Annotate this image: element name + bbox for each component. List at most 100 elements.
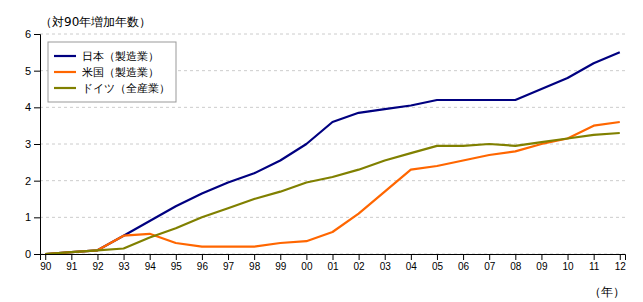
x-tick-label: 97 <box>223 261 235 272</box>
y-tick-mark <box>34 217 40 218</box>
y-tick: 4 <box>25 101 40 113</box>
x-tick-label: 90 <box>40 261 52 272</box>
x-axis-title: （年） <box>589 285 625 299</box>
x-tick-label: 07 <box>484 261 496 272</box>
x-tick-mark <box>71 254 72 260</box>
x-tick-label: 95 <box>171 261 183 272</box>
x-axis: 90 91 92 93 94 95 96 97 98 99 00 01 02 03 04 05 06 07 08 09… <box>40 254 626 272</box>
x-tick-mark <box>385 254 386 260</box>
x-tick: 12 <box>615 254 627 272</box>
x-tick-label: 01 <box>327 261 339 272</box>
grid-line <box>40 180 625 181</box>
y-tick-mark <box>34 144 40 145</box>
x-tick-mark <box>463 254 464 260</box>
x-tick-mark <box>124 254 125 260</box>
x-tick-mark <box>45 254 46 260</box>
x-tick-mark <box>541 254 542 260</box>
x-tick-mark <box>176 254 177 260</box>
y-tick: 3 <box>25 138 40 150</box>
x-tick-mark <box>489 254 490 260</box>
x-tick-mark <box>515 254 516 260</box>
x-tick-mark <box>333 254 334 260</box>
x-tick-mark <box>411 254 412 260</box>
x-tick: 02 <box>354 254 366 272</box>
lines <box>45 52 620 254</box>
x-tick: 01 <box>327 254 339 272</box>
x-tick-label: 96 <box>197 261 209 272</box>
x-tick-label: 02 <box>354 261 366 272</box>
y-tick-label: 1 <box>25 211 31 223</box>
y-axis: 0 1 2 3 4 5 6 <box>25 28 41 260</box>
x-tick: 99 <box>275 254 287 272</box>
x-tick-label: 00 <box>301 261 313 272</box>
legend-swatch <box>54 87 76 89</box>
x-tick-label: 03 <box>380 261 392 272</box>
x-tick-label: 10 <box>562 261 574 272</box>
x-tick: 04 <box>406 254 418 272</box>
x-tick-mark <box>437 254 438 260</box>
x-tick-label: 08 <box>510 261 522 272</box>
x-tick: 06 <box>458 254 470 272</box>
x-tick: 97 <box>223 254 235 272</box>
x-tick-label: 98 <box>249 261 261 272</box>
chart: 0123456909192939495969798990001020304050… <box>0 0 643 302</box>
plot: 0123456909192939495969798990001020304050… <box>25 28 626 272</box>
y-tick-label: 0 <box>25 248 31 260</box>
x-tick: 98 <box>249 254 261 272</box>
y-tick: 1 <box>25 211 40 223</box>
x-tick-label: 12 <box>615 261 627 272</box>
x-tick: 90 <box>40 254 52 272</box>
series-line <box>45 122 620 254</box>
x-tick: 00 <box>301 254 313 272</box>
x-tick: 11 <box>589 254 600 272</box>
x-tick: 92 <box>92 254 104 272</box>
x-axis-line <box>41 255 626 261</box>
x-tick: 10 <box>562 254 574 272</box>
x-tick-mark <box>280 254 281 260</box>
x-tick-mark <box>97 254 98 260</box>
grid-line <box>40 217 625 218</box>
y-tick-mark <box>34 181 40 182</box>
y-tick-mark <box>34 107 40 108</box>
x-tick-label: 92 <box>92 261 104 272</box>
x-tick-label: 04 <box>406 261 418 272</box>
x-tick: 08 <box>510 254 522 272</box>
x-tick: 05 <box>432 254 444 272</box>
legend-label: 日本（製造業） <box>82 50 159 63</box>
y-tick: 0 <box>25 248 40 260</box>
grid-line <box>40 107 625 108</box>
x-tick: 93 <box>119 254 131 272</box>
x-tick-mark <box>228 254 229 260</box>
x-tick-mark <box>359 254 360 260</box>
y-axis-line <box>34 35 41 255</box>
y-tick-label: 5 <box>25 65 31 77</box>
x-tick-label: 91 <box>66 261 78 272</box>
grid-line <box>40 34 625 35</box>
x-tick-mark <box>150 254 151 260</box>
x-tick-mark <box>594 254 595 260</box>
legend-swatch <box>54 71 76 73</box>
series-line <box>45 133 620 254</box>
grid <box>40 34 625 254</box>
x-tick: 91 <box>66 254 78 272</box>
x-tick: 94 <box>145 254 157 272</box>
x-tick-mark <box>254 254 255 260</box>
x-tick: 09 <box>536 254 548 272</box>
x-tick: 95 <box>171 254 183 272</box>
y-tick-label: 3 <box>25 138 31 150</box>
y-tick: 5 <box>25 65 40 77</box>
legend-label: 米国（製造業） <box>82 66 159 79</box>
legend: 日本（製造業）米国（製造業）ドイツ（全産業） <box>48 42 176 102</box>
y-tick-mark <box>34 254 40 255</box>
y-tick: 2 <box>25 175 40 187</box>
x-tick-label: 05 <box>432 261 444 272</box>
y-tick-label: 4 <box>25 101 31 113</box>
x-tick: 07 <box>484 254 496 272</box>
x-tick-label: 09 <box>536 261 548 272</box>
y-tick-label: 2 <box>25 175 31 187</box>
y-tick: 6 <box>25 28 40 40</box>
y-tick-mark <box>34 34 40 35</box>
y-tick-label: 6 <box>25 28 31 40</box>
x-tick: 96 <box>197 254 209 272</box>
x-tick-mark <box>568 254 569 260</box>
